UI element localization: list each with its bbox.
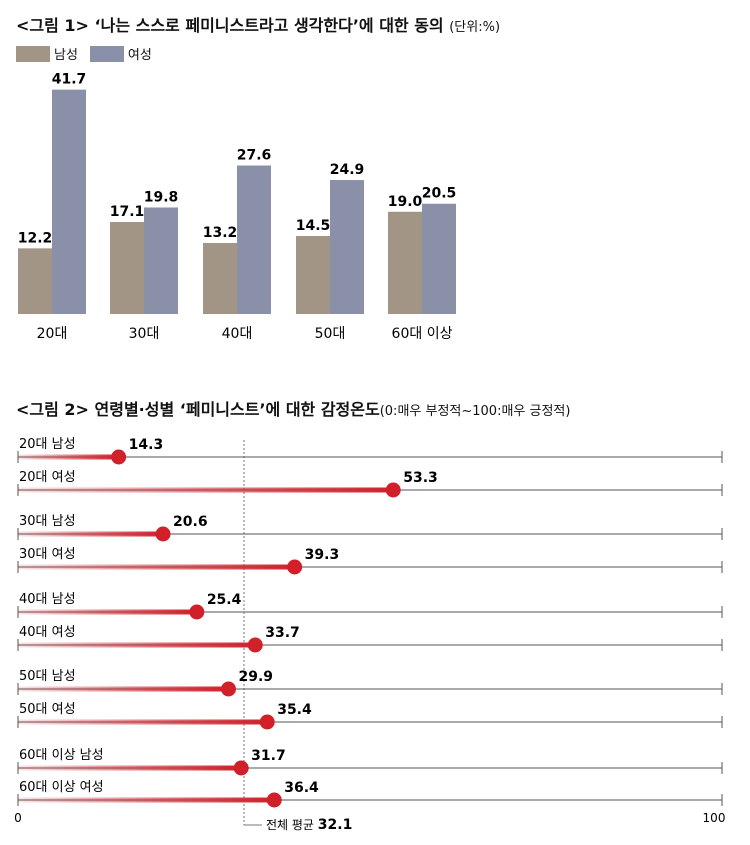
chart1-unit: (단위:%) [449, 20, 501, 35]
dot-marker-10 [266, 792, 282, 808]
dot-value-label-7: 29.9 [238, 669, 273, 685]
chart1-legend: 남성 여성 [16, 44, 164, 63]
legend-label-female: 여성 [127, 48, 152, 63]
bar-male-2 [110, 222, 144, 314]
dot-marker-1 [111, 449, 127, 465]
chart2-title: <그림 2> 연령별·성별 ‘페미니스트’에 대한 감정온도(0:매우 부정적~… [16, 396, 570, 420]
average-label-value: 32.1 [318, 817, 353, 833]
bar-female-3 [237, 165, 271, 314]
dot-marker-7 [220, 681, 236, 697]
row-label-4: 30대 여성 [19, 547, 76, 562]
bar-label-male-2: 17.1 [110, 204, 145, 220]
category-label-2: 30대 [129, 326, 160, 342]
bar-label-female-5: 20.5 [422, 186, 457, 202]
row-label-9: 60대 이상 남성 [19, 748, 104, 763]
average-label-text: 전체 평균 [266, 818, 318, 832]
row-label-1: 20대 남성 [19, 437, 76, 452]
dot-value-label-8: 35.4 [277, 702, 312, 718]
dot-stem-4 [18, 564, 295, 570]
x-tick-label-100: 100 [703, 811, 726, 825]
row-label-8: 50대 여성 [19, 702, 76, 717]
chart1-title: <그림 1> ‘나는 스스로 페미니스트라고 생각한다’에 대한 동의 (단위:… [16, 12, 500, 36]
dot-stem-10 [18, 797, 275, 803]
row-label-5: 40대 남성 [19, 592, 76, 607]
bar-label-female-1: 41.7 [52, 72, 87, 88]
dot-stem-6 [18, 642, 256, 648]
chart2-title-text: <그림 2> 연령별·성별 ‘페미니스트’에 대한 감정온도 [16, 400, 380, 419]
bar-male-4 [296, 235, 330, 314]
category-label-5: 60대 이상 [392, 326, 453, 342]
dot-marker-3 [155, 526, 171, 542]
legend-item-male: 남성 [16, 44, 78, 63]
dot-stem-8 [18, 719, 268, 725]
dot-marker-2 [385, 482, 401, 498]
row-label-10: 60대 이상 여성 [19, 780, 104, 795]
bar-label-male-3: 13.2 [203, 225, 238, 241]
bar-male-1 [18, 248, 52, 314]
dot-value-label-2: 53.3 [403, 470, 438, 486]
bar-label-female-4: 24.9 [330, 162, 365, 178]
dot-stem-7 [18, 686, 229, 692]
dot-marker-8 [259, 714, 275, 730]
legend-label-male: 남성 [54, 48, 78, 63]
bar-male-5 [388, 211, 422, 314]
row-label-6: 40대 여성 [19, 625, 76, 640]
dot-stem-1 [18, 454, 119, 460]
bar-female-4 [330, 180, 364, 314]
bar-label-female-2: 19.8 [144, 189, 179, 205]
bar-male-3 [203, 242, 237, 314]
bar-label-male-5: 19.0 [388, 194, 423, 210]
dot-marker-6 [247, 637, 263, 653]
dot-stem-2 [18, 487, 394, 493]
dot-stem-9 [18, 765, 242, 771]
chart1-title-text: <그림 1> ‘나는 스스로 페미니스트라고 생각한다’에 대한 동의 [16, 16, 444, 35]
category-label-1: 20대 [37, 326, 68, 342]
row-label-7: 50대 남성 [19, 669, 76, 684]
row-label-2: 20대 여성 [19, 470, 76, 485]
dot-marker-5 [189, 604, 205, 620]
bar-label-male-1: 12.2 [18, 230, 53, 246]
dot-marker-4 [287, 559, 303, 575]
dot-value-label-9: 31.7 [251, 748, 286, 764]
row-label-3: 30대 남성 [19, 514, 76, 529]
bar-label-male-4: 14.5 [296, 218, 331, 234]
bar-female-1 [52, 89, 86, 315]
x-tick-label-0: 0 [14, 811, 22, 825]
dot-value-label-3: 20.6 [173, 514, 208, 530]
bar-label-female-3: 27.6 [237, 148, 272, 164]
legend-swatch-female [89, 45, 124, 62]
chart2-subtitle: (0:매우 부정적~100:매우 긍정적) [379, 404, 571, 419]
dot-marker-9 [233, 760, 249, 776]
bar-female-5 [422, 203, 456, 314]
bar-female-2 [144, 207, 178, 314]
legend-item-female: 여성 [89, 44, 152, 63]
dot-stem-3 [18, 531, 164, 537]
bar-chart: 12.2 41.7 20대 17.119.8 30대 13.2 27.6 40대 14.5 24.… [18, 72, 457, 342]
average-label: 전체 평균 32.1 [266, 817, 352, 833]
dot-value-label-6: 33.7 [265, 625, 300, 641]
legend-swatch-male [16, 45, 50, 62]
dot-value-label-4: 39.3 [305, 547, 340, 563]
dot-value-label-1: 14.3 [129, 437, 164, 453]
dot-value-label-5: 25.4 [207, 592, 242, 608]
category-label-3: 40대 [222, 326, 253, 342]
category-label-4: 50대 [315, 326, 346, 342]
dot-stem-5 [18, 609, 197, 615]
dot-value-label-10: 36.4 [284, 780, 319, 796]
